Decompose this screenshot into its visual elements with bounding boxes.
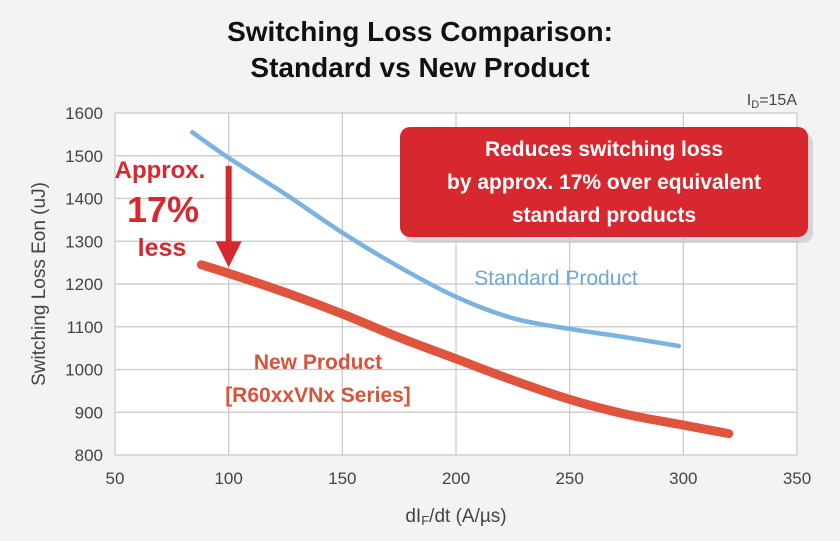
x-tick-label: 150 bbox=[328, 469, 356, 488]
callout-line1: Reduces switching loss bbox=[485, 138, 723, 161]
reduction-arrow-head bbox=[215, 241, 242, 268]
callout-line2: by approx. 17% over equivalent bbox=[447, 171, 761, 194]
callout-line3: standard products bbox=[512, 204, 696, 227]
y-tick-label: 900 bbox=[75, 403, 103, 422]
new-product-label-line1: New Product bbox=[254, 351, 382, 374]
x-axis-label: dIF/dt (A/µs) bbox=[405, 506, 506, 528]
approx-label-line1: Approx. bbox=[115, 157, 206, 184]
y-tick-label: 1500 bbox=[65, 147, 103, 166]
y-axis-label: Switching Loss Eon (uJ) bbox=[29, 182, 50, 386]
y-tick-label: 1100 bbox=[66, 318, 103, 337]
x-tick-label: 100 bbox=[214, 469, 242, 488]
x-tick-label: 350 bbox=[783, 469, 811, 488]
x-tick-label: 50 bbox=[106, 469, 125, 488]
approx-label-line3: less bbox=[138, 234, 187, 262]
y-tick-label: 1200 bbox=[65, 275, 103, 294]
series-line-standard-product bbox=[190, 129, 682, 349]
chart-title-line1: Switching Loss Comparison: bbox=[227, 16, 613, 47]
y-tick-label: 1000 bbox=[65, 361, 103, 380]
callout-box: Reduces switching loss by approx. 17% ov… bbox=[400, 127, 813, 243]
approx-label-line2: 17% bbox=[127, 189, 199, 230]
y-tick-label: 1400 bbox=[65, 190, 103, 209]
y-tick-label: 800 bbox=[75, 446, 103, 465]
series-line-new-product bbox=[196, 260, 734, 439]
x-tick-label: 300 bbox=[669, 469, 697, 488]
x-tick-label: 250 bbox=[555, 469, 583, 488]
x-tick-label: 200 bbox=[442, 469, 470, 488]
new-product-label-line2: [R60xxVNx Series] bbox=[225, 384, 411, 407]
x-ticks: 50 100 150 200 250 300 350 bbox=[106, 469, 812, 488]
y-tick-label: 1300 bbox=[65, 232, 103, 251]
reduction-arrow bbox=[215, 165, 242, 268]
y-ticks: 800 900 1000 1100 1200 1300 1400 1500 1600 bbox=[65, 104, 103, 465]
y-tick-label: 1600 bbox=[65, 104, 103, 123]
condition-label: ID=15A bbox=[747, 92, 798, 111]
chart-title-line2: Standard vs New Product bbox=[250, 52, 589, 83]
standard-product-label: Standard Product bbox=[474, 267, 638, 290]
